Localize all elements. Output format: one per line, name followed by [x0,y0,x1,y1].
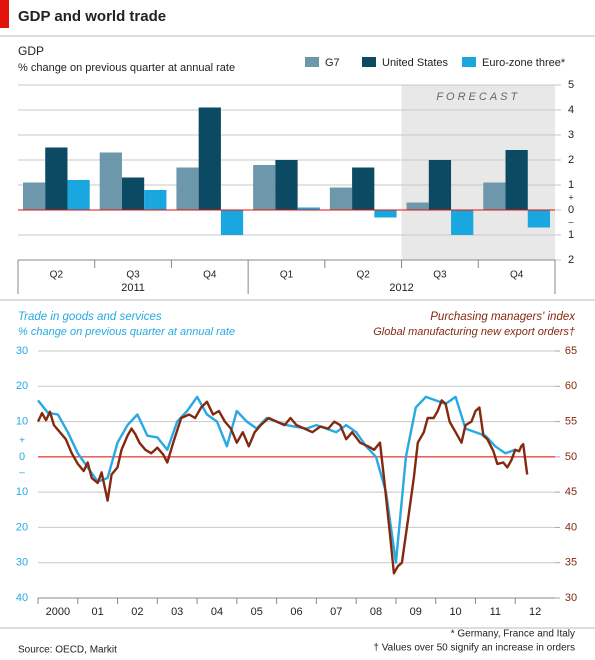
forecast-band [401,85,555,260]
bar [22,182,46,210]
year-label: 2012 [389,282,413,294]
page-title: GDP and world trade [18,8,166,25]
y-tick-label: 4 [568,104,574,116]
y-tick-label: 5 [568,79,574,91]
bar [176,167,199,210]
y2-tick-label: 35 [565,557,577,569]
red-tab [0,0,9,28]
y-tick-label: 20 [16,380,28,392]
bar [220,210,244,235]
footnote: * Germany, France and Italy [451,629,575,640]
legend-label: United States [382,57,449,69]
y-tick-label: 2 [568,254,574,266]
legend-swatch [305,57,319,67]
bar [428,160,452,210]
y-tick-label: 2 [568,154,574,166]
x-tick-label: Q4 [203,270,217,281]
y-tick-label: 30 [16,557,28,569]
y-tick-label: 1 [568,179,574,191]
y2-tick-label: 50 [565,451,577,463]
x-tick-label: 2000 [46,606,70,618]
chart-subtitle: % change on previous quarter at annual r… [18,62,235,74]
x-tick-label: 01 [92,606,104,618]
bar [505,150,528,210]
bar [99,152,122,210]
year-label: 2011 [121,282,145,294]
y-tick-label: 0 [568,204,574,216]
x-tick-label: 07 [330,606,342,618]
legend-swatch [462,57,476,67]
x-tick-label: Q3 [433,270,447,281]
sign: – [568,216,573,226]
forecast-label: FORECAST [436,91,520,103]
x-tick-label: 12 [529,606,541,618]
y2-tick-label: 45 [565,486,577,498]
bar [144,190,167,210]
bar [121,177,145,210]
chart-title: GDP [18,44,44,58]
bar [45,147,68,210]
x-tick-label: 08 [370,606,382,618]
y-tick-label: 0 [19,451,25,463]
x-tick-label: 03 [171,606,183,618]
y2-tick-label: 30 [565,592,577,604]
legend-label: G7 [325,57,340,69]
source: Source: OECD, Markit [18,645,117,656]
right-subtitle: Global manufacturing new export orders† [373,326,575,338]
x-tick-label: Q1 [280,270,294,281]
legend-label: Euro-zone three* [482,57,566,69]
x-tick-label: 06 [290,606,302,618]
x-tick-label: 11 [490,606,501,618]
x-tick-label: 05 [251,606,263,618]
y-tick-label: 1 [568,229,574,241]
x-tick-label: 04 [211,606,223,618]
y-tick-label: 30 [16,345,28,357]
bar [374,210,397,218]
bar [451,210,474,235]
x-tick-label: Q2 [357,270,371,281]
y-tick-label: 20 [16,521,28,533]
footnote: † Values over 50 signify an increase in … [373,643,575,654]
y2-tick-label: 40 [565,521,577,533]
sign: + [19,435,25,446]
left-title: Trade in goods and services [18,311,162,323]
left-subtitle: % change on previous quarter at annual r… [18,326,235,338]
y-tick-label: 10 [16,486,28,498]
x-tick-label: Q2 [50,270,64,281]
bar [483,182,506,210]
bar [329,187,353,210]
series-line [36,399,529,575]
legend-swatch [362,57,376,67]
bar [297,207,320,210]
bar [352,167,375,210]
bar [198,107,221,210]
bar [527,210,551,228]
y-tick-label: 3 [568,129,574,141]
sign: + [568,192,573,202]
x-tick-label: 09 [410,606,422,618]
y-tick-label: 40 [16,592,28,604]
x-tick-label: Q3 [126,270,140,281]
sign: – [19,467,25,478]
x-tick-label: 02 [131,606,143,618]
bar [275,160,298,210]
bar [406,202,429,210]
right-title: Purchasing managers' index [430,311,576,323]
y-tick-label: 10 [16,415,28,427]
y2-tick-label: 55 [565,415,577,427]
bar [253,165,276,210]
bar [67,180,90,210]
x-tick-label: Q4 [510,270,524,281]
x-tick-label: 10 [449,606,461,618]
y2-tick-label: 60 [565,380,577,392]
y2-tick-label: 65 [565,345,577,357]
